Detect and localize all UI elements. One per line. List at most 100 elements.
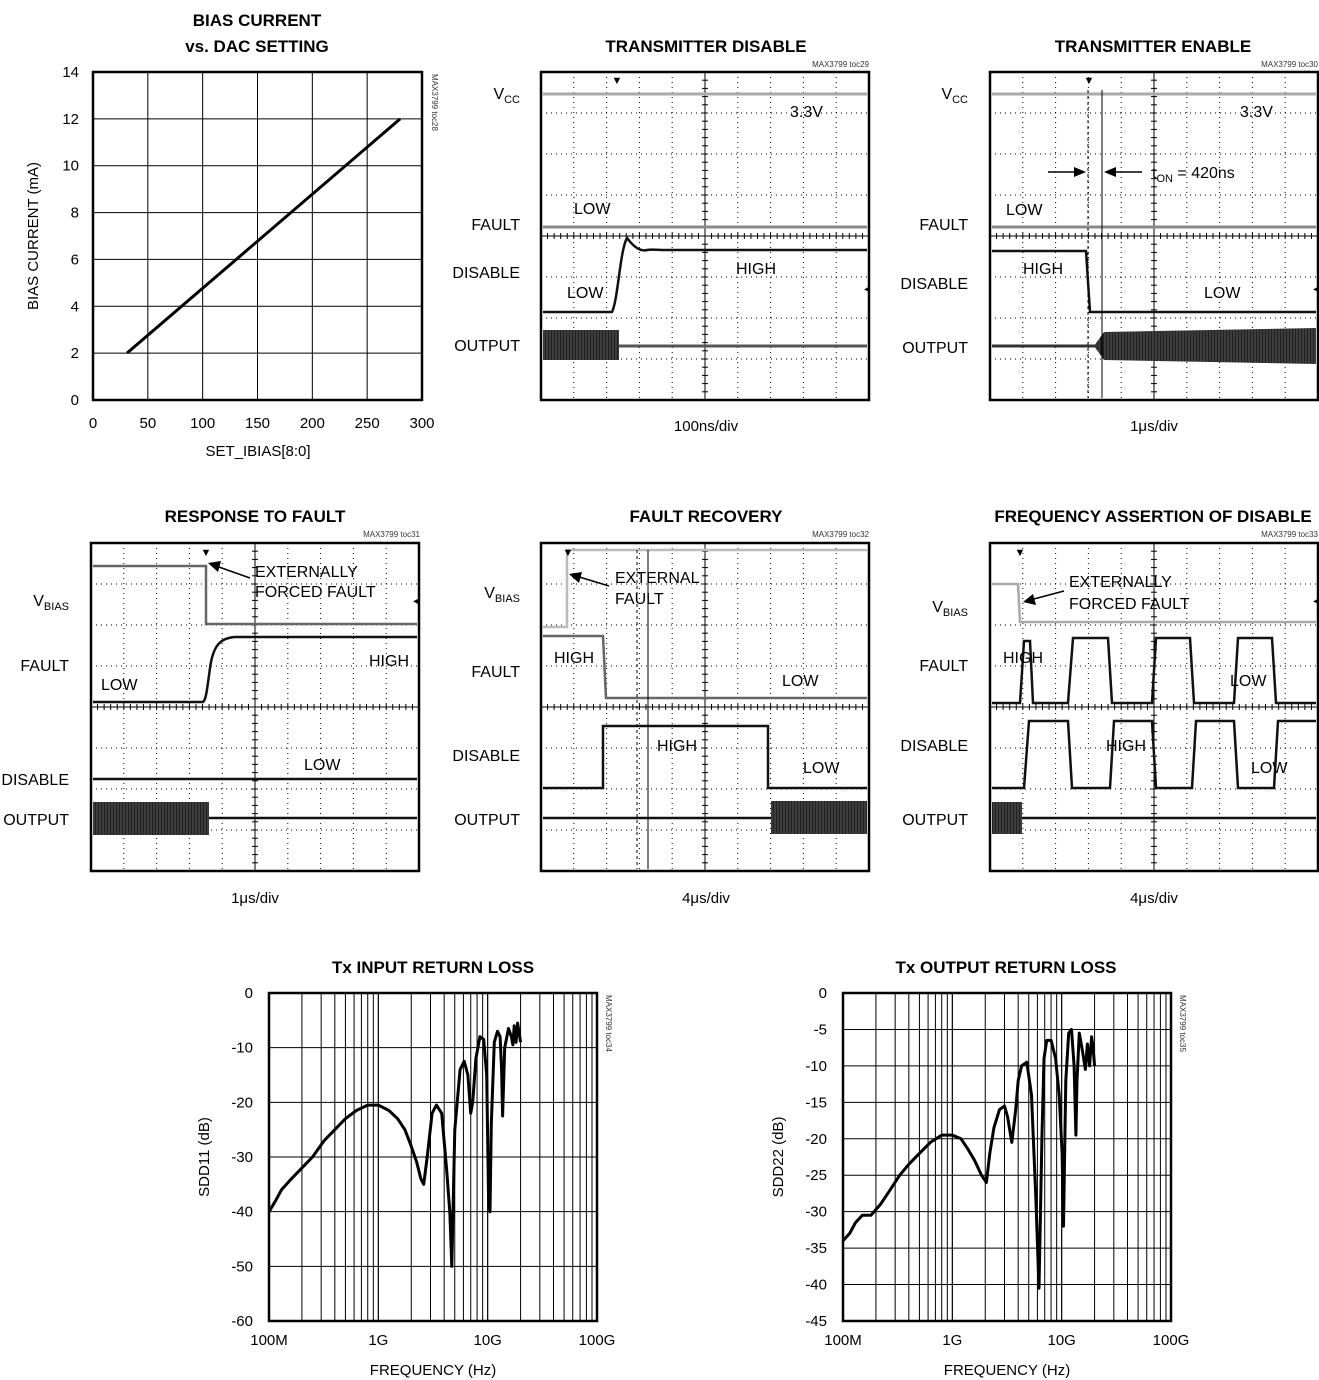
y-tick-label: 0	[819, 985, 827, 1002]
channel-label-fault: FAULT	[471, 664, 520, 681]
output-burst	[992, 802, 1022, 834]
y-tick-label: 0	[71, 392, 79, 409]
annotation-external: EXTERNAL	[615, 570, 700, 587]
y-tick-label: -50	[231, 1258, 253, 1275]
y-tick-label: 4	[71, 298, 79, 315]
arrow-icon	[208, 561, 221, 572]
trigger-marker-icon: ▼	[1084, 75, 1095, 87]
x-tick-label: 100	[190, 415, 215, 432]
channel-label-disable: DISABLE	[1, 772, 69, 789]
trigger-marker-icon: ▼	[612, 75, 623, 87]
y-tick-label: 0	[245, 985, 253, 1002]
annotation-forced-fault: FORCED FAULT	[255, 584, 376, 601]
chart-title-line2: vs. DAC SETTING	[185, 37, 329, 56]
y-tick-labels: 0 -5 -10 -15 -20 -25 -30 -35 -40 -45	[805, 985, 827, 1330]
annotation-fault-low: LOW	[1006, 202, 1043, 219]
channel-label-fault: FAULT	[20, 658, 69, 675]
channel-label-vcc: VCC	[941, 86, 968, 106]
annotation-externally: EXTERNALLY	[255, 564, 358, 581]
scope-title: RESPONSE TO FAULT	[165, 507, 346, 526]
channel-main: V	[941, 86, 952, 103]
x-tick-label: 100G	[579, 1332, 616, 1349]
channel-label-output: OUTPUT	[454, 812, 520, 829]
x-tick-label: 1G	[942, 1332, 962, 1349]
transmitter-enable-scope: TRANSMITTER ENABLE MAX3799 toc30 VCC FAU…	[900, 37, 1319, 435]
channel-subscript: BIAS	[44, 601, 69, 613]
y-axis-label: SDD11 (dB)	[196, 1117, 213, 1197]
ton-t: t	[1152, 165, 1157, 182]
x-tick-labels: 100M 1G 10G 100G	[824, 1332, 1189, 1349]
scope-graticule	[90, 542, 420, 872]
y-tick-label: -10	[805, 1058, 827, 1075]
annotation-forced-fault: FORCED FAULT	[1069, 596, 1190, 613]
y-tick-label: 6	[71, 251, 79, 268]
y-tick-label: -40	[805, 1277, 827, 1294]
sdd22-series-line	[841, 1027, 1097, 1290]
x-tick-label: 10G	[1047, 1332, 1075, 1349]
tx-input-return-loss-chart: Tx INPUT RETURN LOSS 0 -10 -20 -30 -40 -50 -60…	[196, 958, 615, 1379]
disable-trace	[543, 235, 867, 314]
annotation-fault-low: LOW	[782, 673, 819, 690]
fault-recovery-scope: FAULT RECOVERY MAX3799 toc32 VBIAS FAULT…	[452, 507, 871, 907]
grid	[92, 71, 423, 401]
y-tick-label: -30	[805, 1204, 827, 1221]
toc-code: MAX3799 toc28	[430, 74, 439, 131]
disable-trace	[992, 719, 1316, 790]
y-tick-label: -45	[805, 1313, 827, 1330]
y-tick-label: 12	[62, 111, 79, 128]
x-axis-label: FREQUENCY (Hz)	[370, 1362, 496, 1379]
ground-marker-icon: ◂	[1313, 284, 1318, 295]
annotation-3v3: 3.3V	[1240, 104, 1273, 121]
scope-title: TRANSMITTER DISABLE	[605, 37, 806, 56]
annotation-disable-high: HIGH	[657, 738, 697, 755]
y-tick-label: -5	[814, 1021, 827, 1038]
annotation-disable-low: LOW	[1204, 285, 1241, 302]
grid	[842, 992, 1172, 1322]
annotation-fault-low: LOW	[1230, 673, 1267, 690]
tx-output-return-loss-chart: Tx OUTPUT RETURN LOSS 0 -5 -10 -15 -20 -25 -30…	[770, 958, 1189, 1379]
x-tick-label: 1G	[368, 1332, 388, 1349]
trigger-marker-icon: ▼	[563, 547, 574, 559]
frequency-assertion-scope: FREQUENCY ASSERTION OF DISABLE MAX3799 t…	[900, 507, 1319, 907]
annotation-fault-low: LOW	[101, 677, 138, 694]
plot-frame	[267, 991, 599, 1323]
y-axis-label: SDD22 (dB)	[770, 1117, 787, 1198]
annotation-fault-high: HIGH	[554, 650, 594, 667]
annotation-disable-high: HIGH	[736, 261, 776, 278]
response-to-fault-scope: RESPONSE TO FAULT MAX3799 toc31 VBIAS FA…	[1, 507, 420, 907]
x-tick-label: 10G	[473, 1332, 501, 1349]
toc-code: MAX3799 toc30	[1261, 60, 1318, 69]
x-tick-label: 200	[300, 415, 325, 432]
scope-title: FAULT RECOVERY	[629, 507, 783, 526]
y-axis-label: BIAS CURRENT (mA)	[25, 162, 42, 310]
x-tick-label: 250	[355, 415, 380, 432]
annotation-disable-high: HIGH	[1023, 261, 1063, 278]
y-tick-label: -10	[231, 1040, 253, 1057]
plot-frame	[91, 70, 424, 402]
y-tick-labels: 0 -10 -20 -30 -40 -50 -60	[231, 985, 253, 1330]
timebase-label: 4μs/div	[1130, 890, 1178, 907]
arrow-right-icon	[1074, 167, 1086, 177]
channel-label-output: OUTPUT	[902, 340, 968, 357]
y-tick-label: -60	[231, 1313, 253, 1330]
toc-code: MAX3799 toc29	[812, 60, 869, 69]
channel-main: V	[33, 593, 44, 610]
trigger-marker-icon: ▼	[201, 547, 212, 559]
scope-graticule	[989, 542, 1319, 872]
annotation-fault-high: HIGH	[369, 653, 409, 670]
annotation-disable-low: LOW	[803, 760, 840, 777]
channel-main: V	[493, 86, 504, 103]
toc-code: MAX3799 toc32	[812, 530, 869, 539]
annotation-fault: FAULT	[615, 591, 664, 608]
arrow-line	[215, 565, 251, 579]
arrow-line	[1029, 590, 1065, 601]
ground-marker-icon: ◂	[413, 596, 418, 607]
annotation-externally: EXTERNALLY	[1069, 574, 1172, 591]
y-tick-label: -20	[805, 1131, 827, 1148]
channel-subscript: CC	[504, 94, 520, 106]
annotation-3v3: 3.3V	[790, 104, 823, 121]
channel-subscript: CC	[952, 94, 968, 106]
timebase-label: 100ns/div	[674, 418, 739, 435]
output-burst	[543, 330, 619, 360]
